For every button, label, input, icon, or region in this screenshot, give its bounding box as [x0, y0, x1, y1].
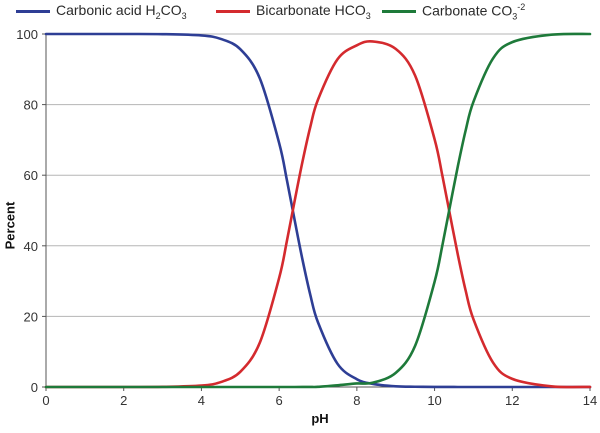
legend-swatch-carbonate	[382, 10, 416, 14]
chart-legend: Carbonic acid H2CO3 Bicarbonate HCO3 Car…	[0, 2, 600, 28]
y-tick-label-60: 60	[24, 168, 38, 183]
x-tick-label-10: 10	[427, 393, 441, 408]
x-tick-label-6: 6	[276, 393, 283, 408]
y-axis-title: Percent	[2, 201, 18, 250]
x-tick-label-8: 8	[353, 393, 360, 408]
y-tick-label-0: 0	[31, 380, 38, 395]
x-tick-label-14: 14	[583, 393, 597, 408]
x-tick-label-12: 12	[505, 393, 519, 408]
y-tick-label-40: 40	[24, 239, 38, 254]
x-axis-title: pH	[311, 411, 329, 426]
legend-item-carbonic-acid: Carbonic acid H2CO3	[16, 2, 187, 21]
y-axis-title-wrapper: Percent	[0, 196, 20, 256]
series-line-carbonate	[44, 32, 592, 389]
legend-label-carbonate: Carbonate CO3-2	[422, 2, 526, 22]
x-tick-label-2: 2	[120, 393, 127, 408]
x-tick-label-0: 0	[42, 393, 49, 408]
legend-swatch-carbonic-acid	[16, 9, 50, 13]
x-tick-label-4: 4	[198, 393, 205, 408]
legend-label-carbonic-acid: Carbonic acid H2CO3	[56, 2, 187, 21]
legend-item-carbonate: Carbonate CO3-2	[382, 2, 525, 21]
y-tick-label-20: 20	[24, 309, 38, 324]
legend-label-bicarbonate: Bicarbonate HCO3	[256, 2, 371, 21]
legend-swatch-bicarbonate	[216, 9, 250, 13]
series-line-bicarbonate	[44, 39, 592, 389]
series-line-carbonic-acid	[44, 32, 592, 389]
legend-item-bicarbonate: Bicarbonate HCO3	[216, 2, 371, 21]
y-tick-label-80: 80	[24, 98, 38, 113]
y-tick-label-100: 100	[16, 27, 38, 42]
